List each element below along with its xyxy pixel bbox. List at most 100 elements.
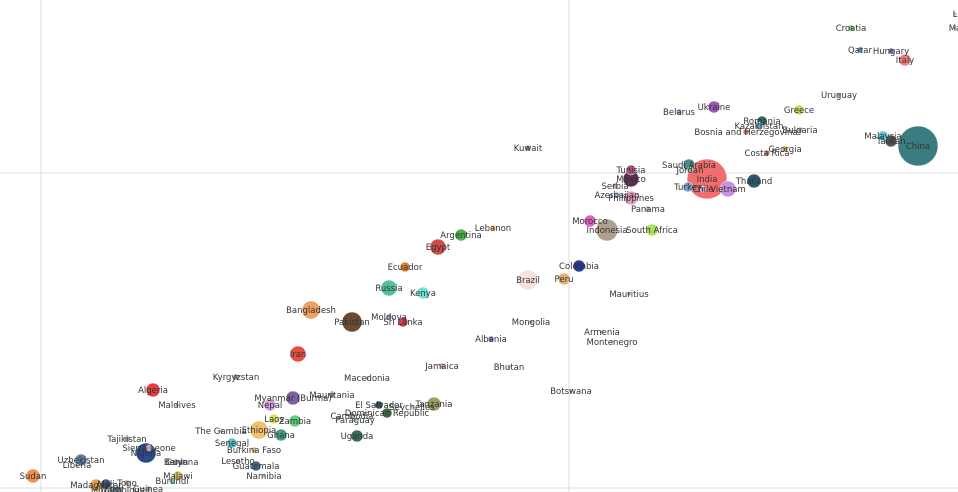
bubble-niger[interactable]: [108, 485, 116, 492]
bubble-costa-rica[interactable]: [763, 149, 771, 157]
bubble-colombia[interactable]: [572, 259, 586, 273]
bubble-togo[interactable]: [123, 479, 131, 487]
bubble-montenegro[interactable]: [609, 339, 615, 345]
bubble-italy[interactable]: [898, 53, 912, 67]
label-nepal: Nepal: [258, 401, 283, 411]
bubble-uganda[interactable]: [350, 429, 364, 443]
bubble-malaysia[interactable]: [877, 130, 889, 142]
bubble-dominican-republic[interactable]: [381, 407, 393, 419]
bubble-namibia[interactable]: [261, 473, 267, 479]
bubble-moldova[interactable]: [385, 313, 393, 321]
bubble-senegal[interactable]: [226, 437, 238, 449]
bubble-sri-lanka[interactable]: [397, 316, 409, 328]
bubble-south-africa[interactable]: [645, 223, 659, 237]
bubble-uruguay[interactable]: [836, 92, 842, 98]
bubble-greece[interactable]: [793, 104, 805, 116]
bubble-tunisia[interactable]: [625, 164, 637, 176]
bubble-tajikistan[interactable]: [123, 435, 131, 443]
bubble-egypt[interactable]: [429, 238, 447, 256]
bubble-india[interactable]: [686, 158, 728, 200]
bubble-algeria[interactable]: [145, 382, 161, 398]
bubble-ethiopia[interactable]: [249, 420, 269, 440]
bubble-mali[interactable]: [100, 478, 112, 490]
bubble-mongolia[interactable]: [528, 319, 534, 325]
bubble-ma[interactable]: [952, 25, 958, 31]
bubble-indonesia[interactable]: [595, 218, 619, 242]
bubble-sudan[interactable]: [25, 468, 41, 484]
bubble-russia[interactable]: [380, 279, 398, 297]
label-l: L: [953, 10, 958, 20]
bubble-iran[interactable]: [289, 345, 307, 363]
bubble-panama[interactable]: [644, 205, 652, 213]
label-bulgaria: Bulgaria: [782, 126, 817, 136]
bubble-zambia[interactable]: [288, 414, 302, 428]
bubble-myanmar-burma[interactable]: [285, 390, 301, 406]
bubble-l[interactable]: [952, 11, 958, 17]
bubble-bangladesh[interactable]: [301, 300, 321, 320]
bubble-kazakhstan[interactable]: [754, 121, 764, 131]
bubble-chile[interactable]: [699, 185, 707, 193]
bubble-bhutan[interactable]: [506, 364, 512, 370]
bubble-lesotho[interactable]: [235, 458, 241, 464]
bubble-paraguay[interactable]: [352, 417, 358, 423]
bubble-belarus[interactable]: [675, 108, 683, 116]
bubble-turkey[interactable]: [682, 181, 694, 193]
bubble-taiwan[interactable]: [884, 134, 898, 148]
bubble-ghana[interactable]: [274, 428, 288, 442]
label-seychelles: Seychelles: [389, 403, 435, 413]
bubble-bosnia-and-herzegovina[interactable]: [742, 128, 750, 136]
bubble-philippines[interactable]: [623, 190, 639, 206]
bubble-guinea[interactable]: [144, 485, 152, 492]
bubble-kuwait[interactable]: [524, 144, 532, 152]
bubble-china[interactable]: [897, 125, 939, 167]
bubble-ecuador[interactable]: [399, 261, 411, 273]
label-uganda: Uganda: [341, 432, 374, 442]
label-madagascar: Madagascar: [70, 481, 122, 491]
bubble-georgia[interactable]: [781, 145, 789, 153]
bubble-burundi[interactable]: [168, 477, 176, 485]
label-serbia: Serbia: [601, 182, 628, 192]
label-tanzania: Tanzania: [414, 400, 452, 410]
bubble-nepal[interactable]: [263, 398, 277, 412]
bubble-jordan[interactable]: [686, 166, 694, 174]
bubble-botswana[interactable]: [568, 388, 574, 394]
bubble-jamaica[interactable]: [438, 362, 446, 370]
bubble-sierra-leone[interactable]: [145, 444, 153, 452]
bubble-serbia[interactable]: [611, 182, 619, 190]
bubble-peru[interactable]: [557, 272, 571, 286]
bubble-guatemala[interactable]: [250, 460, 262, 472]
bubble-armenia[interactable]: [599, 329, 605, 335]
bubble-azerbaijan[interactable]: [613, 191, 621, 199]
label-moldova: Moldova: [371, 313, 407, 323]
bubble-the-gambia[interactable]: [218, 428, 224, 434]
bubble-lebanon[interactable]: [489, 224, 497, 232]
bubble-vietnam[interactable]: [719, 180, 737, 198]
bubble-seychelles[interactable]: [409, 404, 415, 410]
bubble-argentina[interactable]: [454, 228, 468, 242]
bubble-brazil[interactable]: [517, 269, 539, 291]
bubble-tanzania[interactable]: [426, 396, 442, 412]
bubble-bulgaria[interactable]: [796, 126, 804, 134]
bubble-maldives[interactable]: [174, 402, 180, 408]
bubble-macedonia[interactable]: [364, 375, 370, 381]
bubble-albania[interactable]: [487, 335, 495, 343]
label-italy: Italy: [896, 56, 914, 66]
bubble-morocco[interactable]: [583, 214, 597, 228]
bubble-mauritius[interactable]: [626, 291, 632, 297]
bubble-malawi[interactable]: [172, 470, 184, 482]
bubble-pakistan[interactable]: [341, 311, 363, 333]
bubble-cambodia[interactable]: [348, 412, 356, 420]
bubble-kenya[interactable]: [416, 286, 430, 300]
bubble-laos[interactable]: [268, 413, 280, 425]
bubble-liberia[interactable]: [74, 462, 80, 468]
bubble-kyrgyzstan[interactable]: [232, 373, 240, 381]
bubble-mauritania[interactable]: [328, 391, 336, 399]
bubble-ukraine[interactable]: [707, 100, 721, 114]
bubble-hungary[interactable]: [887, 47, 895, 55]
bubble-croatia[interactable]: [847, 24, 855, 32]
bubble-guyana[interactable]: [178, 458, 186, 466]
bubble-qatar[interactable]: [856, 46, 864, 54]
bubble-burkina-faso[interactable]: [250, 446, 258, 454]
bubble-thailand[interactable]: [746, 173, 762, 189]
bubble-el-salvador[interactable]: [374, 400, 384, 410]
